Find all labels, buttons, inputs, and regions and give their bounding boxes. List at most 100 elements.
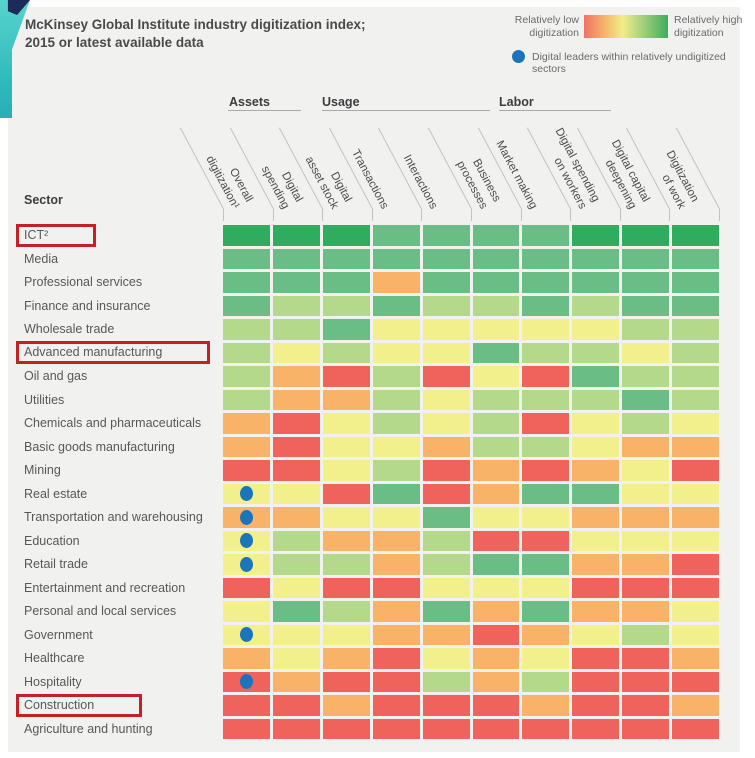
heatmap-cell-r17-c4 [422, 624, 470, 645]
heatmap-cell-r12-c3 [372, 507, 420, 528]
heatmap-cell-r7-c2 [322, 389, 370, 410]
heatmap-cell-r11-c8 [622, 483, 670, 504]
heatmap-cell-r5-c3 [372, 342, 420, 363]
sector-label: Transportation and warehousing [24, 510, 203, 525]
heatmap-cell-r16-c9 [672, 601, 719, 622]
heatmap-cell-r10-c4 [422, 460, 470, 481]
heatmap-cell-r1-c0 [223, 248, 270, 269]
sector-row-9: Basic goods manufacturing [24, 437, 175, 458]
heatmap-cell-r10-c7 [572, 460, 620, 481]
heatmap-cell-r12-c1 [272, 507, 320, 528]
heatmap-cell-r21-c6 [522, 718, 570, 739]
heatmap-cell-r7-c9 [672, 389, 719, 410]
heatmap-cell-r15-c6 [522, 577, 570, 598]
heatmap-cell-r7-c0 [223, 389, 270, 410]
heatmap-cell-r9-c5 [472, 436, 520, 457]
heatmap-cell-r16-c1 [272, 601, 320, 622]
heatmap-cell-r1-c1 [272, 248, 320, 269]
heatmap-cell-r12-c4 [422, 507, 470, 528]
heatmap-cell-r0-c2 [322, 225, 370, 246]
group-underline-assets [228, 110, 301, 111]
sector-row-0: ICT² [16, 223, 97, 247]
sector-label: Media [24, 251, 59, 266]
heatmap-cell-r13-c1 [272, 530, 320, 551]
heatmap-cell-r8-c8 [622, 413, 670, 434]
heatmap-cell-r18-c5 [472, 648, 520, 669]
heatmap-cell-r2-c4 [422, 272, 470, 293]
heatmap-cell-r20-c8 [622, 695, 670, 716]
heatmap-cell-r8-c3 [372, 413, 420, 434]
heatmap-cell-r16-c5 [472, 601, 520, 622]
header-separator-tail [570, 209, 572, 221]
heatmap-cell-r15-c9 [672, 577, 719, 598]
heatmap-cell-r4-c3 [372, 319, 420, 340]
legend-high-label: Relatively high digitization [674, 14, 743, 39]
heatmap-cell-r15-c0 [223, 577, 270, 598]
sector-row-21: Agriculture and hunting [24, 719, 153, 740]
heatmap-cell-r12-c7 [572, 507, 620, 528]
sector-label-highlighted: Construction [16, 693, 143, 717]
heatmap-cell-r6-c3 [372, 366, 420, 387]
sector-label: Healthcare [24, 651, 85, 666]
heatmap-cell-r4-c6 [522, 319, 570, 340]
heatmap-cell-r1-c5 [472, 248, 520, 269]
heatmap-cell-r17-c3 [372, 624, 420, 645]
heatmap-cell-r9-c8 [622, 436, 670, 457]
heatmap-cell-r18-c7 [572, 648, 620, 669]
heatmap-cell-r19-c4 [422, 671, 470, 692]
sector-label: Education [24, 533, 80, 548]
heatmap-cell-r18-c4 [422, 648, 470, 669]
heatmap-cell-r10-c8 [622, 460, 670, 481]
heatmap-cell-r13-c0 [223, 530, 270, 551]
heatmap-cell-r19-c3 [372, 671, 420, 692]
group-underline-labor [499, 110, 611, 111]
heatmap-cell-r20-c2 [322, 695, 370, 716]
sector-label: Real estate [24, 486, 88, 501]
heatmap-cell-r14-c1 [272, 554, 320, 575]
heatmap-cell-r14-c4 [422, 554, 470, 575]
heatmap-cell-r14-c3 [372, 554, 420, 575]
heatmap-cell-r19-c7 [572, 671, 620, 692]
heatmap-cell-r15-c8 [622, 577, 670, 598]
heatmap-cell-r3-c6 [522, 295, 570, 316]
heatmap-cell-r6-c1 [272, 366, 320, 387]
column-group-assets: Assets [229, 95, 270, 109]
heatmap-cell-r17-c6 [522, 624, 570, 645]
heatmap-cell-r21-c0 [223, 718, 270, 739]
heatmap-cell-r14-c8 [622, 554, 670, 575]
heatmap-cell-r20-c3 [372, 695, 420, 716]
heatmap-cell-r17-c2 [322, 624, 370, 645]
digital-leader-dot [239, 533, 253, 549]
heatmap-cell-r0-c6 [522, 225, 570, 246]
heatmap-cell-r2-c7 [572, 272, 620, 293]
heatmap-cell-r0-c7 [572, 225, 620, 246]
heatmap-cell-r8-c7 [572, 413, 620, 434]
heatmap-grid [223, 225, 719, 739]
heatmap-cell-r3-c7 [572, 295, 620, 316]
chart-title-line1: McKinsey Global Institute industry digit… [25, 17, 366, 32]
heatmap-cell-r3-c3 [372, 295, 420, 316]
heatmap-cell-r14-c9 [672, 554, 719, 575]
heatmap-cell-r3-c0 [223, 295, 270, 316]
column-group-labor: Labor [499, 95, 534, 109]
heatmap-cell-r14-c0 [223, 554, 270, 575]
heatmap-cell-r17-c1 [272, 624, 320, 645]
heatmap-cell-r15-c3 [372, 577, 420, 598]
heatmap-cell-r17-c0 [223, 624, 270, 645]
heatmap-cell-r2-c8 [622, 272, 670, 293]
heatmap-cell-r10-c1 [272, 460, 320, 481]
heatmap-cell-r16-c4 [422, 601, 470, 622]
heatmap-cell-r12-c2 [322, 507, 370, 528]
heatmap-cell-r0-c8 [622, 225, 670, 246]
heatmap-cell-r3-c2 [322, 295, 370, 316]
heatmap-cell-r20-c0 [223, 695, 270, 716]
heatmap-cell-r16-c3 [372, 601, 420, 622]
heatmap-cell-r17-c8 [622, 624, 670, 645]
digital-leader-dot [239, 556, 253, 572]
heatmap-cell-r8-c5 [472, 413, 520, 434]
heatmap-cell-r5-c6 [522, 342, 570, 363]
heatmap-cell-r4-c7 [572, 319, 620, 340]
heatmap-cell-r8-c4 [422, 413, 470, 434]
heatmap-cell-r7-c5 [472, 389, 520, 410]
heatmap-cell-r2-c6 [522, 272, 570, 293]
